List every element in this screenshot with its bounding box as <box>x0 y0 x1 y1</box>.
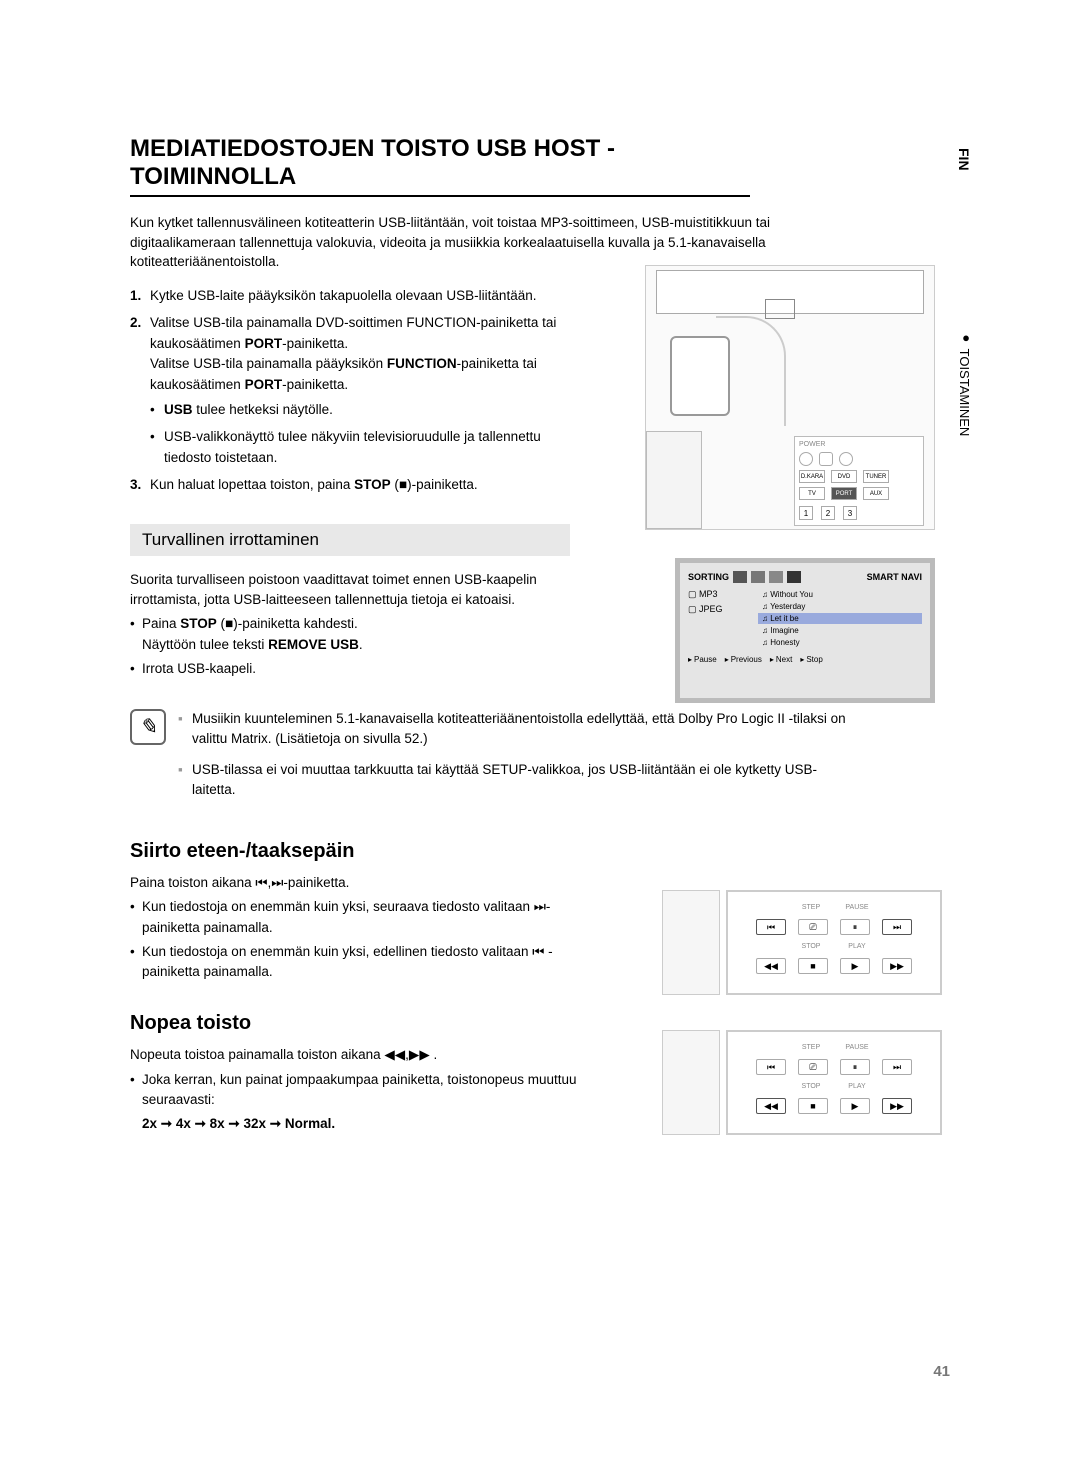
ff-btn-icon: ▶▶ <box>882 958 912 974</box>
receiver-rear-panel <box>656 270 924 314</box>
song-item: Without You <box>758 589 922 600</box>
panel-btn: TUNER <box>863 470 889 483</box>
sorting-icon <box>787 571 801 583</box>
pause-btn-icon: ⏸ <box>840 919 870 935</box>
control-panel-side: STEPPAUSE ⏮ ⎚ ⏸ ⏭ STOPPLAY ◀◀ ■ ▶ ▶▶ <box>726 890 942 995</box>
song-item: Honesty <box>758 637 922 648</box>
note-icon: ✎ <box>130 709 166 745</box>
sub-bullet: USB tulee hetkeksi näytölle. <box>150 400 590 421</box>
skip-controls-diagram: STEPPAUSE ⏮ ⎚ ⏸ ⏭ STOPPLAY ◀◀ ■ ▶ ▶▶ <box>662 890 942 995</box>
ftr-btn: Stop <box>800 655 822 664</box>
mp3-player-illustration <box>670 336 730 416</box>
note-box: ✎ Musiikin kuunteleminen 5.1-kanavaisell… <box>130 709 850 810</box>
note-item: Musiikin kuunteleminen 5.1-kanavaisella … <box>178 709 850 750</box>
pause-btn-icon: ⏸ <box>840 1059 870 1075</box>
next-btn-icon: ⏭ <box>882 1059 912 1075</box>
intro-paragraph: Kun kytket tallennusvälineen kotiteatter… <box>130 213 810 272</box>
step-text: Kytke USB-laite pääyksikön takapuolella … <box>150 288 536 303</box>
step-3: 3. Kun haluat lopettaa toiston, paina ST… <box>130 475 590 496</box>
panel-btn-port: PORT <box>831 487 857 500</box>
song-item: Imagine <box>758 625 922 636</box>
front-panel-illustration: POWER D.KARA DVD TUNER TV PORT AUX 1 2 3 <box>794 436 924 526</box>
step-1: 1. Kytke USB-laite pääyksikön takapuolel… <box>130 286 590 307</box>
next-btn-icon: ⏭ <box>882 919 912 935</box>
cat-item: JPEG <box>688 604 748 615</box>
skip-para: Paina toiston aikana ⏮,⏭-painiketta. <box>130 873 590 893</box>
control-panel-side: STEPPAUSE ⏮ ⎚ ⏸ ⏭ STOPPLAY ◀◀ ■ ▶ ▶▶ <box>726 1030 942 1135</box>
panel-num: 2 <box>821 506 835 520</box>
steps-list: 1. Kytke USB-laite pääyksikön takapuolel… <box>130 286 590 496</box>
note-item: USB-tilassa ei voi muuttaa tarkkuutta ta… <box>178 760 850 801</box>
smart-navi-label: SMART NAVI <box>867 572 922 582</box>
ff-btn-icon: ▶▶ <box>882 1098 912 1114</box>
panel-btn: D.KARA <box>799 470 825 483</box>
lang-tab: FIN <box>956 148 972 171</box>
ftr-btn: Previous <box>725 655 762 664</box>
sub-bullet: USB-valikkonäyttö tulee näkyviin televis… <box>150 427 590 469</box>
bullet: Irrota USB-kaapeli. <box>130 659 590 679</box>
panel-btn: AUX <box>863 487 889 500</box>
fastplay-controls-diagram: STEPPAUSE ⏮ ⎚ ⏸ ⏭ STOPPLAY ◀◀ ■ ▶ ▶▶ <box>662 1030 942 1135</box>
step-text: Valitse USB-tila painamalla DVD-soittime… <box>150 315 556 393</box>
safe-removal-heading: Turvallinen irrottaminen <box>130 524 570 556</box>
song-item-selected: Let it be <box>758 613 922 624</box>
panel-num: 1 <box>799 506 813 520</box>
bullet: Kun tiedostoja on enemmän kuin yksi, seu… <box>130 897 590 938</box>
safe-removal-bullets: Paina STOP (■)-painiketta kahdesti.Näytt… <box>130 614 590 679</box>
remote-side <box>662 1030 720 1135</box>
sorting-song-list: Without You Yesterday Let it be Imagine … <box>758 589 922 649</box>
panel-num: 3 <box>843 506 857 520</box>
stop-btn-icon: ■ <box>798 1098 828 1114</box>
page-title: MEDIATIEDOSTOJEN TOISTO USB HOST -TOIMIN… <box>130 135 750 197</box>
stop-btn-icon: ■ <box>798 958 828 974</box>
page-number: 41 <box>933 1363 950 1380</box>
speed-sequence: 2x ➞ 4x ➞ 8x ➞ 32x ➞ Normal. <box>142 1114 602 1134</box>
cat-item: MP3 <box>688 589 748 600</box>
ftr-btn: Pause <box>688 655 717 664</box>
rw-btn-icon: ◀◀ <box>756 1098 786 1114</box>
song-item: Yesterday <box>758 601 922 612</box>
step-2-sublist: USB tulee hetkeksi näytölle. USB-valikko… <box>150 400 590 469</box>
bullet: Paina STOP (■)-painiketta kahdesti.Näytt… <box>130 614 590 655</box>
rw-btn-icon: ◀◀ <box>756 958 786 974</box>
sorting-screen-diagram: SORTING SMART NAVI MP3 JPEG Without You … <box>675 558 935 703</box>
note-list: Musiikin kuunteleminen 5.1-kanavaisella … <box>178 709 850 810</box>
skip-bullets: Kun tiedostoja on enemmän kuin yksi, seu… <box>130 897 590 982</box>
step-text: Kun haluat lopettaa toiston, paina STOP … <box>150 477 478 492</box>
step-num: 1. <box>130 286 141 307</box>
bullet: Joka kerran, kun painat jompaakumpaa pai… <box>130 1070 590 1111</box>
safe-removal-para: Suorita turvalliseen poistoon vaadittava… <box>130 570 590 611</box>
panel-btn: DVD <box>831 470 857 483</box>
sorting-left-categories: MP3 JPEG <box>688 589 748 649</box>
sorting-footer: Pause Previous Next Stop <box>688 655 922 664</box>
play-btn-icon: ▶ <box>840 1098 870 1114</box>
step-btn-icon: ⎚ <box>798 919 828 935</box>
sorting-icon <box>733 571 747 583</box>
skip-heading: Siirto eteen-/taaksepäin <box>130 840 950 863</box>
ftr-btn: Next <box>770 655 792 664</box>
play-btn-icon: ▶ <box>840 958 870 974</box>
fast-bullets: Joka kerran, kun painat jompaakumpaa pai… <box>130 1070 590 1111</box>
step-2: 2. Valitse USB-tila painamalla DVD-soitt… <box>130 313 590 469</box>
remote-illustration <box>646 431 702 529</box>
remote-side <box>662 890 720 995</box>
fast-para: Nopeuta toistoa painamalla toiston aikan… <box>130 1045 590 1065</box>
section-tab: ● TOISTAMINEN <box>957 330 972 436</box>
step-num: 3. <box>130 475 141 496</box>
step-num: 2. <box>130 313 141 334</box>
usb-connection-diagram: POWER D.KARA DVD TUNER TV PORT AUX 1 2 3 <box>645 265 935 530</box>
step-btn-icon: ⎚ <box>798 1059 828 1075</box>
sorting-icon <box>751 571 765 583</box>
prev-btn-icon: ⏮ <box>756 919 786 935</box>
panel-btn: TV <box>799 487 825 500</box>
prev-btn-icon: ⏮ <box>756 1059 786 1075</box>
sorting-title: SORTING <box>688 572 729 582</box>
power-label: POWER <box>799 441 919 448</box>
bullet: Kun tiedostoja on enemmän kuin yksi, ede… <box>130 942 590 983</box>
sorting-icon <box>769 571 783 583</box>
